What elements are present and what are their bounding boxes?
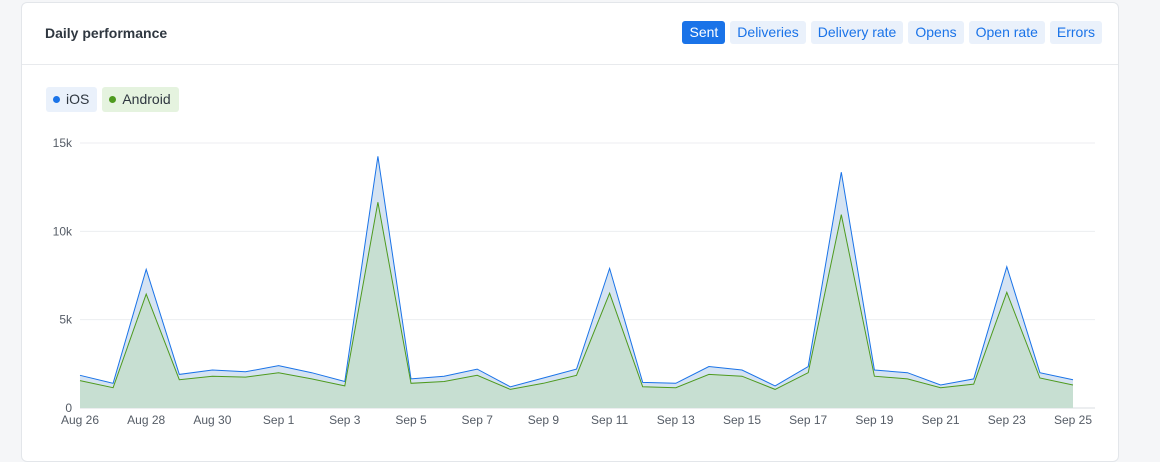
android-dot-icon (109, 96, 117, 103)
y-tick-label: 0 (65, 401, 72, 415)
x-tick-label: Sep 7 (462, 413, 494, 427)
x-tick-label: Sep 1 (263, 413, 295, 427)
metric-tabs: Sent Deliveries Delivery rate Opens Open… (682, 21, 1102, 44)
x-tick-label: Sep 11 (591, 413, 628, 427)
x-tick-label: Aug 28 (127, 413, 165, 427)
tab-errors[interactable]: Errors (1049, 21, 1102, 44)
y-tick-label: 5k (59, 313, 73, 327)
series-line-ios (79, 156, 1074, 388)
tab-delivery-rate[interactable]: Delivery rate (810, 21, 904, 44)
x-tick-label: Sep 15 (723, 413, 761, 427)
series-area-ios (80, 156, 1073, 408)
x-tick-label: Sep 5 (395, 413, 427, 427)
chart-legend: iOS Android (46, 87, 179, 112)
x-tick-label: Sep 25 (1054, 413, 1092, 427)
tab-opens[interactable]: Opens (908, 21, 964, 44)
ios-dot-icon (53, 96, 60, 103)
x-tick-label: Sep 19 (855, 413, 893, 427)
x-tick-label: Sep 21 (922, 413, 960, 427)
series-area-android (80, 202, 1073, 408)
x-tick-label: Sep 9 (528, 413, 560, 427)
legend-label-ios: iOS (66, 91, 90, 107)
legend-item-android[interactable]: Android (102, 87, 179, 112)
card-header: Daily performance Sent Deliveries Delive… (22, 3, 1118, 65)
card-title: Daily performance (45, 25, 168, 41)
x-tick-label: Sep 13 (657, 413, 695, 427)
tab-open-rate[interactable]: Open rate (968, 21, 1045, 44)
series-line-android (79, 202, 1074, 390)
legend-item-ios[interactable]: iOS (46, 87, 98, 112)
y-tick-label: 15k (53, 136, 73, 150)
x-tick-label: Sep 17 (789, 413, 827, 427)
tab-sent[interactable]: Sent (682, 21, 726, 44)
x-tick-label: Sep 3 (329, 413, 361, 427)
x-tick-label: Sep 23 (988, 413, 1026, 427)
x-tick-label: Aug 30 (193, 413, 231, 427)
legend-label-android: Android (122, 91, 171, 107)
tab-deliveries[interactable]: Deliveries (730, 21, 806, 44)
x-tick-label: Aug 26 (61, 413, 99, 427)
area-chart: 0 5k 10k 15k Aug 26 Aug 28 Aug 30 Sep 1 Sep 3 Sep… (53, 136, 1095, 427)
y-tick-label: 10k (53, 224, 73, 238)
